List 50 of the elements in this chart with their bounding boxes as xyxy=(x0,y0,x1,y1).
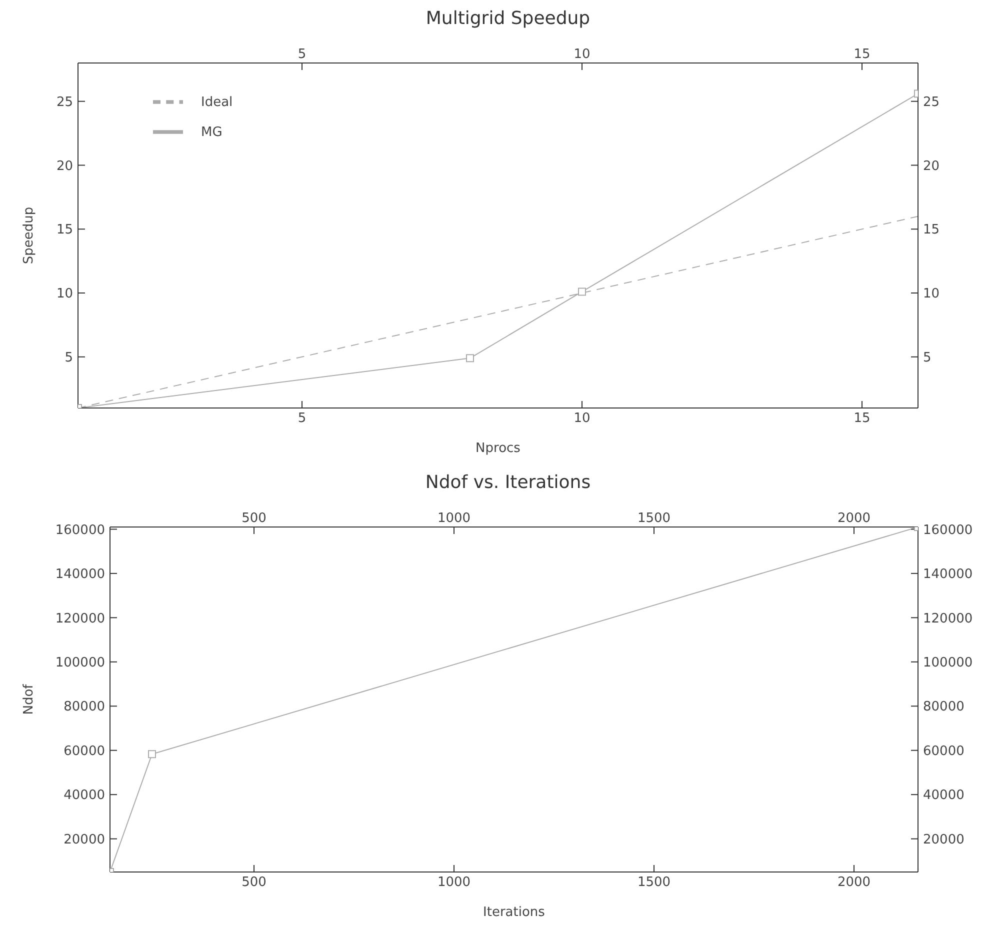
y2-tick-label: 60000 xyxy=(923,744,964,759)
x2-tick-label: 15 xyxy=(854,411,870,426)
y-tick-label: 160000 xyxy=(55,522,105,538)
y-tick-label: 100000 xyxy=(55,656,105,671)
point xyxy=(466,354,474,362)
y-tick-label: 10 xyxy=(56,286,73,302)
y-tick-label: 80000 xyxy=(64,700,105,715)
x-tick-label: 15 xyxy=(854,47,870,62)
y2-tick-label: 80000 xyxy=(923,700,964,715)
x2-tick-label: 1500 xyxy=(637,875,671,890)
x2-tick-label: 5 xyxy=(298,411,306,426)
y-tick-label: 25 xyxy=(56,94,73,110)
x2-tick-label: 2000 xyxy=(837,875,871,890)
x-tick-label: 500 xyxy=(242,511,266,526)
x-axis-title: Iterations xyxy=(483,905,546,920)
y-tick-label: 5 xyxy=(64,350,73,366)
point xyxy=(578,288,586,296)
x-axis-title: Nprocs xyxy=(476,441,521,456)
legend-label: Ideal xyxy=(201,94,233,110)
legend-label: MG xyxy=(201,124,222,140)
y2-tick-label: 5 xyxy=(923,350,932,366)
x-tick-label: 10 xyxy=(574,47,590,62)
x2-tick-label: 1000 xyxy=(437,875,471,890)
y-tick-label: 140000 xyxy=(55,567,105,582)
x-tick-label: 5 xyxy=(298,47,306,62)
y2-tick-label: 20 xyxy=(923,158,940,174)
y2-tick-label: 120000 xyxy=(923,611,973,626)
x-tick-label: 1000 xyxy=(437,511,471,526)
y2-tick-label: 100000 xyxy=(923,656,973,671)
y2-tick-label: 140000 xyxy=(923,567,973,582)
y2-tick-label: 10 xyxy=(923,286,940,302)
x2-tick-label: 10 xyxy=(574,411,590,426)
chart-title: Ndof vs. Iterations xyxy=(424,472,592,495)
x-tick-label: 2000 xyxy=(837,511,871,526)
y-tick-label: 20 xyxy=(56,158,73,174)
chart-title: Multigrid Speedup xyxy=(424,8,592,31)
y2-tick-label: 160000 xyxy=(923,522,973,538)
x2-tick-label: 500 xyxy=(242,875,266,890)
y-tick-label: 40000 xyxy=(64,788,105,804)
y2-tick-label: 40000 xyxy=(923,788,964,804)
y-tick-label: 15 xyxy=(56,222,73,238)
y-axis-title: Speedup xyxy=(22,206,37,264)
y2-tick-label: 20000 xyxy=(923,832,964,848)
y-tick-label: 20000 xyxy=(64,832,105,848)
y2-tick-label: 15 xyxy=(923,222,940,238)
y-tick-label: 60000 xyxy=(64,744,105,759)
y-tick-label: 120000 xyxy=(55,611,105,626)
y-axis-title: Ndof xyxy=(22,684,37,715)
y2-tick-label: 25 xyxy=(923,94,940,110)
x-tick-label: 1500 xyxy=(637,511,671,526)
